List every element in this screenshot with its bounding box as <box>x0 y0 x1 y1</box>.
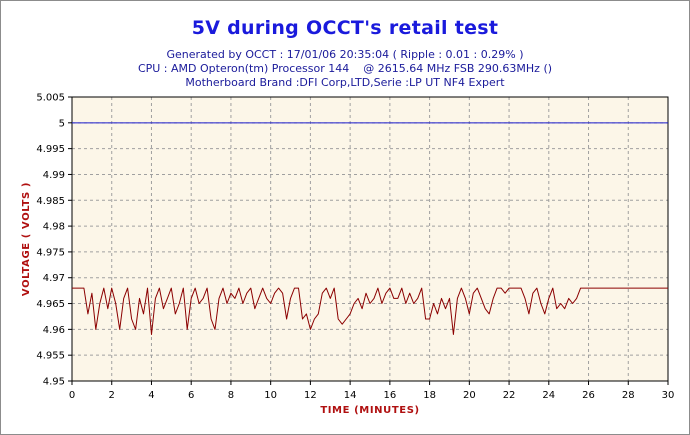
x-axis-title: TIME (MINUTES) <box>320 405 419 416</box>
chart-title: 5V during OCCT's retail test <box>191 17 499 39</box>
series-line-5v <box>72 287 668 335</box>
y-tick-label: 4.98 <box>43 222 65 233</box>
plot-border <box>71 96 669 382</box>
x-tick-label: 18 <box>423 390 436 401</box>
y-tick-label: 4.995 <box>36 144 65 155</box>
subtitle-motherboard: Motherboard Brand :DFI Corp,LTD,Serie :L… <box>185 76 505 89</box>
y-axis-title: VOLTAGE ( VOLTS ) <box>21 182 32 296</box>
x-tick-label: 8 <box>228 390 234 401</box>
x-tick-label: 16 <box>383 390 396 401</box>
x-tick-label: 12 <box>304 390 317 401</box>
subtitle-generated: Generated by OCCT : 17/01/06 20:35:04 ( … <box>166 48 524 61</box>
x-tick-label: 26 <box>582 390 595 401</box>
subtitle-cpu: CPU : AMD Opteron(tm) Processor 144 @ 26… <box>137 62 553 75</box>
x-tick-labels: 0 2 4 6 8 10 12 14 16 18 20 22 24 26 28 30 <box>69 390 675 401</box>
x-tick-label: 14 <box>344 390 357 401</box>
x-tick-label: 6 <box>188 390 194 401</box>
x-tick-label: 10 <box>264 390 277 401</box>
y-tick-label: 5.005 <box>36 93 65 104</box>
x-tick-label: 28 <box>622 390 635 401</box>
y-tick-label: 4.99 <box>43 170 65 181</box>
y-tick-labels: 5.005 5 4.995 4.99 4.985 4.98 4.975 4.97 4.965 4.… <box>36 93 65 388</box>
x-tick-label: 22 <box>503 390 516 401</box>
axes <box>68 96 669 385</box>
y-tick-label: 4.96 <box>43 325 65 336</box>
x-tick-label: 0 <box>69 390 75 401</box>
y-tick-label: 4.965 <box>36 299 65 310</box>
y-tick-label: 4.97 <box>43 273 65 284</box>
y-tick-label: 4.95 <box>43 377 65 388</box>
plot-area <box>72 97 668 381</box>
y-tick-label: 4.955 <box>36 351 65 362</box>
x-tick-label: 4 <box>148 390 154 401</box>
x-tick-label: 2 <box>109 390 115 401</box>
x-tick-label: 20 <box>463 390 476 401</box>
y-tick-label: 5 <box>59 118 65 129</box>
y-tick-label: 4.985 <box>36 196 65 207</box>
x-tick-label: 24 <box>542 390 555 401</box>
y-tick-label: 4.975 <box>36 247 65 258</box>
x-tick-label: 30 <box>662 390 675 401</box>
